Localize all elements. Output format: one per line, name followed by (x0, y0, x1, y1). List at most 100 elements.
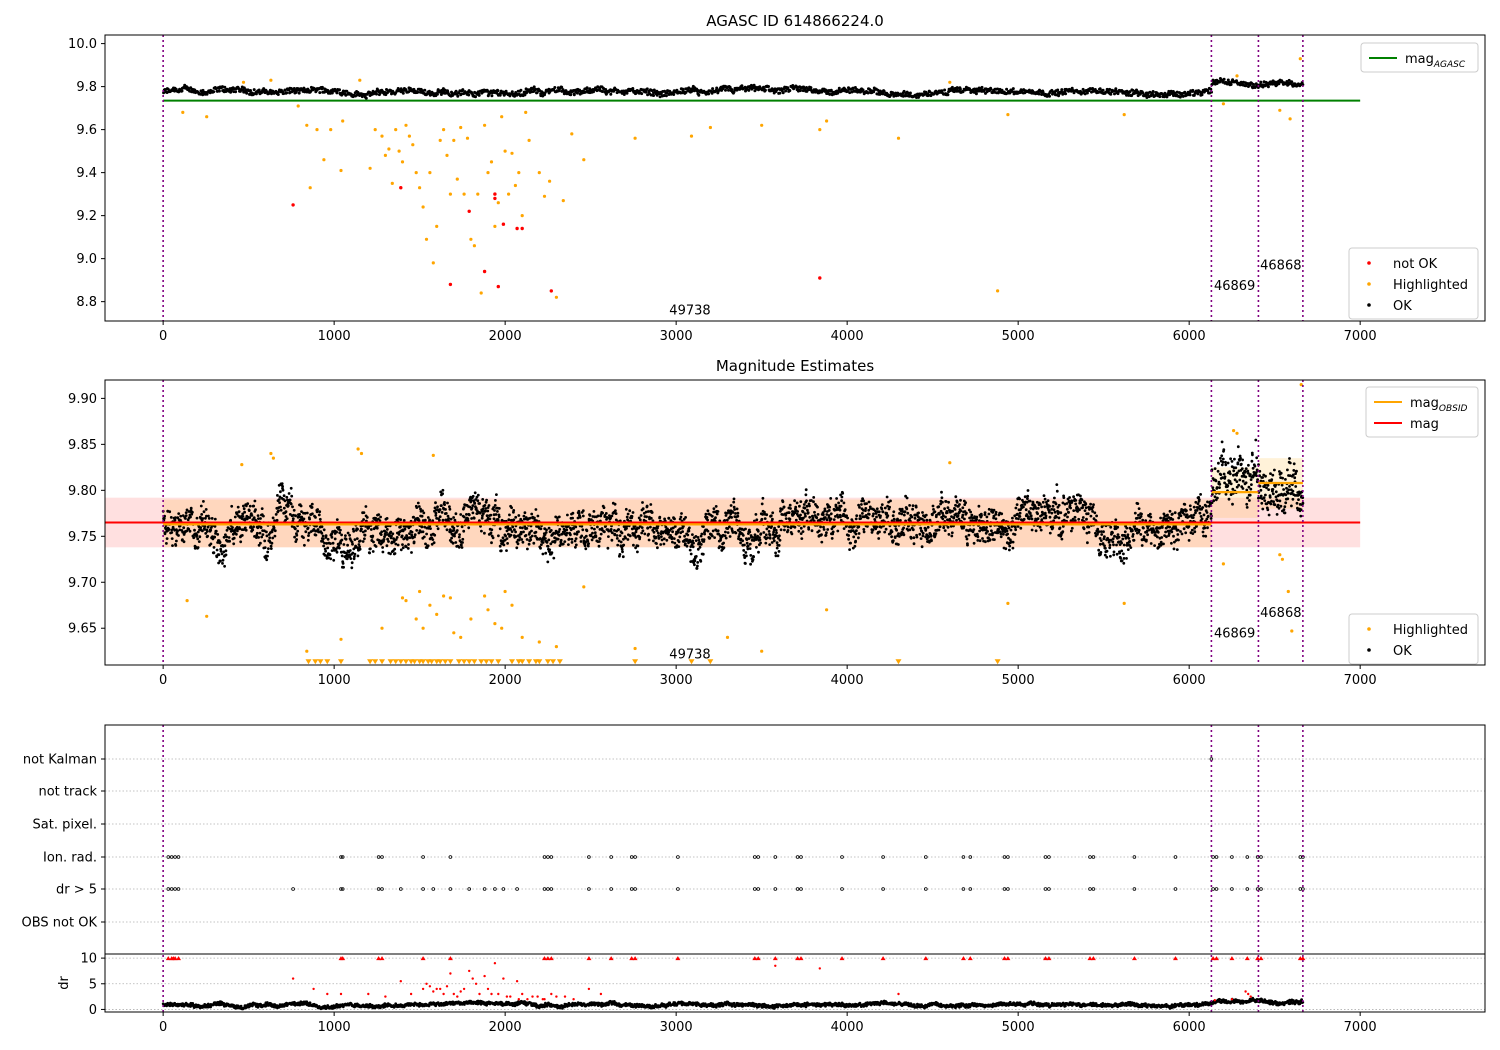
ok-point (786, 529, 790, 532)
ok-point (485, 498, 488, 502)
ok-point (510, 530, 514, 533)
ok-point (412, 515, 415, 519)
ok-point (858, 514, 862, 518)
ok-point (202, 510, 206, 514)
ok-point (596, 514, 600, 518)
ok-point (384, 533, 387, 537)
highlighted-point (241, 80, 246, 84)
ok-point (1028, 511, 1032, 515)
ok-point (333, 537, 337, 541)
ok-point (379, 515, 382, 519)
ok-point (1008, 548, 1011, 552)
ok-point (751, 558, 755, 562)
ok-point (962, 525, 966, 528)
ok-point (349, 557, 353, 560)
ok-point (958, 87, 962, 91)
ok-point (493, 509, 496, 512)
ok-point (281, 485, 284, 488)
ok-point (451, 541, 455, 545)
ok-point (1030, 528, 1034, 532)
ok-point (1113, 534, 1116, 538)
ok-point (1079, 501, 1082, 504)
ok-point (1074, 499, 1078, 502)
ok-point (465, 513, 468, 516)
highlighted-point (269, 78, 273, 82)
obsid-annotation: 46868 (1260, 258, 1301, 273)
ok-point (817, 529, 821, 533)
ok-point (953, 508, 957, 511)
ok-point (456, 94, 460, 98)
ok-point (830, 537, 834, 540)
ok-point (222, 535, 226, 539)
ok-point (214, 529, 218, 533)
ok-point (672, 537, 676, 540)
ok-point (483, 504, 487, 507)
ok-point (512, 518, 516, 522)
ok-point (335, 550, 339, 554)
ok-point (705, 516, 709, 519)
ok-point (486, 509, 490, 513)
ok-point (423, 518, 427, 522)
ok-point (820, 533, 823, 537)
highlighted-point (383, 153, 387, 157)
ok-point (362, 511, 366, 514)
ok-point (902, 513, 906, 517)
ok-point (1036, 512, 1039, 516)
ok-point (1120, 549, 1124, 553)
ok-point (808, 504, 811, 508)
ok-point (221, 85, 224, 89)
ok-point (1040, 518, 1044, 522)
ok-point (807, 527, 811, 531)
ok-point (382, 538, 386, 541)
ok-point (209, 528, 213, 532)
ok-point (1109, 554, 1112, 558)
ok-point (1126, 548, 1130, 551)
ok-point (556, 519, 559, 522)
ok-point (649, 516, 653, 520)
ok-point (829, 497, 833, 500)
ok-point (534, 508, 538, 511)
ok-point (1051, 526, 1055, 530)
ok-point (854, 532, 858, 536)
ok-point (1030, 517, 1034, 521)
ok-point (523, 511, 527, 515)
ok-point (314, 516, 317, 519)
highlighted-point (448, 192, 452, 196)
ok-point (340, 554, 344, 558)
ok-point (345, 89, 349, 93)
ok-point (778, 91, 782, 95)
ok-point (1016, 525, 1020, 528)
ok-point (1022, 505, 1025, 509)
ok-point (854, 539, 857, 543)
ok-point (489, 531, 493, 535)
ok-point (906, 511, 910, 515)
ok-point (517, 514, 521, 517)
ok-point (593, 527, 596, 531)
ok-point (254, 508, 257, 512)
ok-point (1057, 510, 1060, 514)
ok-point (763, 517, 767, 520)
ok-point (530, 534, 534, 538)
ok-point (940, 496, 944, 500)
ok-point (514, 530, 517, 534)
y-tick-label: 9.0 (76, 252, 97, 267)
ok-point (570, 537, 574, 541)
ok-point (802, 503, 806, 506)
ok-point (810, 529, 814, 533)
ok-point (640, 92, 644, 96)
ok-point (734, 512, 737, 515)
ok-point (270, 541, 274, 545)
ok-point (182, 540, 186, 544)
highlighted-point (510, 151, 514, 155)
ok-point (641, 529, 645, 533)
ok-point (944, 500, 948, 503)
ok-point (530, 529, 533, 533)
ok-point (781, 500, 785, 504)
ok-point (583, 544, 587, 548)
ok-point (1079, 494, 1082, 498)
ok-point (784, 517, 788, 520)
ok-point (316, 508, 319, 511)
ok-point (493, 504, 497, 507)
ok-point (241, 515, 245, 518)
ok-point (525, 538, 529, 541)
